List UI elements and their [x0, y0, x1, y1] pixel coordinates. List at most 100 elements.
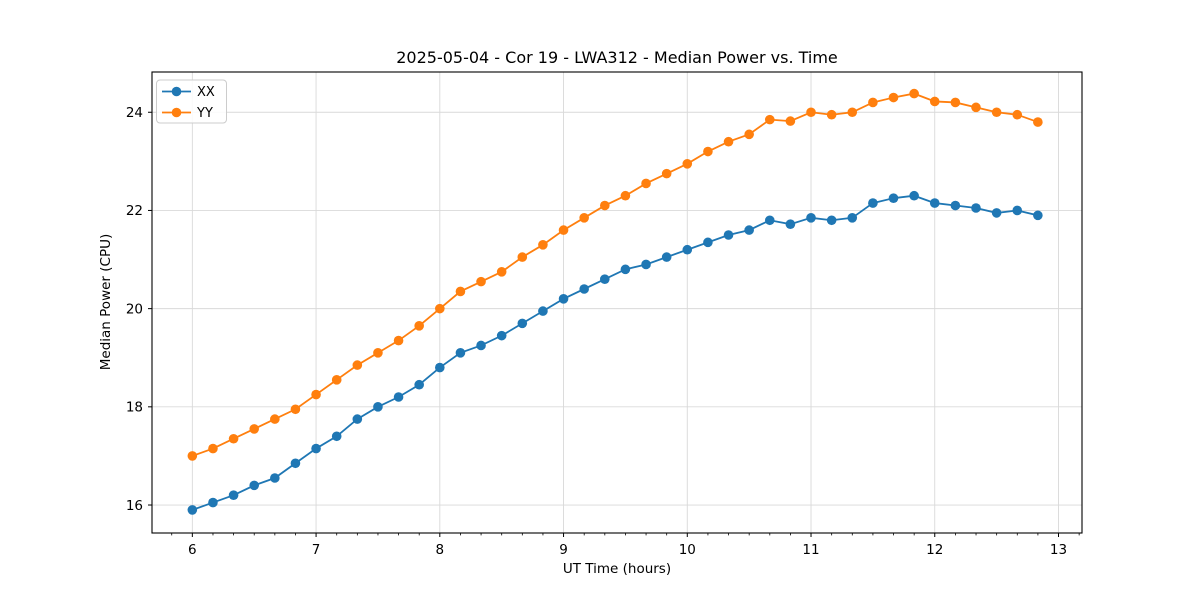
data-point-xx — [393, 392, 404, 402]
series-line-xx — [192, 194, 1039, 511]
data-point-xx — [806, 213, 816, 223]
data-point-yy — [620, 190, 631, 201]
legend: XX YY — [156, 79, 227, 124]
data-point-yy — [641, 178, 651, 189]
data-point-yy — [208, 443, 218, 454]
data-point-yy — [868, 97, 878, 108]
x-tick-label: 10 — [679, 542, 696, 558]
y-tick-label: 24 — [126, 105, 143, 121]
x-tick-label: 7 — [312, 542, 321, 558]
data-point-xx — [723, 230, 734, 240]
data-point-xx — [991, 208, 1002, 218]
y-axis-label: Median Power (CPU) — [98, 234, 114, 370]
data-point-xx — [455, 348, 466, 358]
legend-label-yy: YY — [196, 106, 213, 121]
data-point-yy — [661, 168, 672, 179]
data-point-yy — [270, 414, 280, 424]
y-tick-label: 22 — [126, 203, 143, 219]
x-axis-label: UT Time (hours) — [563, 561, 671, 577]
data-point-yy — [228, 433, 239, 444]
data-point-xx — [414, 379, 424, 390]
data-point-yy — [187, 451, 198, 461]
series-layer — [187, 88, 1043, 515]
data-point-xx — [909, 190, 919, 201]
legend-box — [156, 79, 227, 124]
x-tick-label: 6 — [188, 542, 197, 558]
data-point-xx — [290, 458, 301, 469]
plot-border — [151, 71, 1083, 534]
data-point-yy — [826, 109, 837, 120]
data-point-yy — [971, 102, 981, 113]
data-point-xx — [558, 294, 569, 304]
data-point-xx — [311, 443, 321, 454]
x-tick-label: 12 — [926, 542, 943, 558]
data-point-yy — [476, 276, 486, 287]
data-point-yy — [785, 116, 796, 126]
data-point-yy — [888, 92, 899, 103]
legend-marker-xx — [171, 86, 182, 97]
x-tick-label: 13 — [1050, 542, 1067, 558]
legend-entry-yy: YY — [162, 106, 213, 121]
data-point-xx — [435, 362, 445, 373]
data-point-yy — [538, 240, 548, 250]
data-point-yy — [414, 321, 424, 331]
data-point-xx — [538, 306, 548, 316]
data-point-xx — [1012, 205, 1023, 216]
data-point-xx — [208, 497, 218, 508]
data-point-xx — [496, 330, 507, 341]
data-point-yy — [950, 97, 961, 108]
data-point-yy — [435, 303, 445, 314]
data-point-yy — [373, 348, 383, 358]
data-point-xx — [971, 203, 981, 213]
grid-layer — [152, 72, 1082, 533]
data-point-xx — [764, 215, 775, 226]
data-point-yy — [517, 252, 528, 262]
x-tick-label: 8 — [436, 542, 445, 558]
data-point-yy — [579, 213, 589, 223]
y-tick-label: 18 — [126, 400, 143, 416]
legend-label-xx: XX — [197, 85, 215, 100]
data-point-xx — [620, 264, 631, 275]
data-point-xx — [228, 490, 239, 501]
data-point-yy — [558, 225, 569, 235]
data-point-yy — [496, 267, 507, 277]
chart-title: 2025-05-04 - Cor 19 - LWA312 - Median Po… — [396, 48, 838, 67]
data-point-xx — [476, 340, 486, 351]
data-point-xx — [785, 219, 796, 229]
data-point-xx — [270, 473, 280, 483]
y-tick-label: 16 — [126, 498, 143, 514]
y-tick-label: 20 — [126, 301, 143, 317]
data-point-yy — [806, 107, 816, 118]
data-point-xx — [641, 259, 651, 270]
data-point-xx — [929, 198, 940, 208]
data-point-xx — [826, 215, 837, 226]
data-point-yy — [682, 159, 693, 169]
data-point-yy — [723, 136, 734, 147]
data-point-yy — [393, 335, 404, 346]
data-point-yy — [249, 424, 260, 434]
data-point-yy — [311, 389, 321, 400]
data-point-yy — [290, 404, 301, 415]
data-point-yy — [1012, 109, 1023, 120]
data-point-xx — [599, 274, 610, 284]
data-point-xx — [661, 252, 672, 262]
data-point-yy — [331, 375, 342, 385]
data-point-xx — [744, 225, 754, 235]
tick-layer: 16 18 20 22 24 6 7 8 9 10 11 12 13 — [126, 105, 1080, 558]
x-tick-label: 9 — [559, 542, 568, 558]
data-point-yy — [744, 129, 754, 140]
legend-entry-xx: XX — [162, 85, 215, 100]
data-point-yy — [909, 88, 919, 99]
x-tick-label: 11 — [802, 542, 819, 558]
data-point-yy — [1033, 117, 1043, 127]
data-point-xx — [373, 402, 383, 412]
data-point-yy — [703, 146, 713, 157]
data-point-xx — [579, 284, 589, 294]
data-point-yy — [764, 114, 775, 125]
data-point-yy — [455, 286, 466, 297]
data-point-xx — [331, 431, 342, 442]
data-point-xx — [187, 505, 198, 515]
data-point-yy — [599, 200, 610, 211]
